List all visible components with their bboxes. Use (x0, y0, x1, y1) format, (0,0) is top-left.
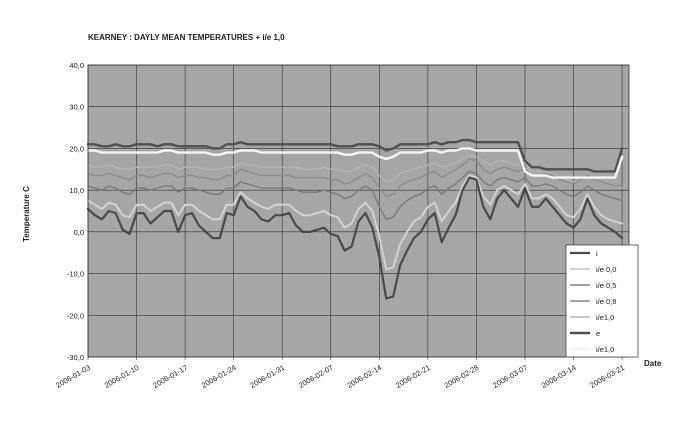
series-lines (86, 138, 624, 300)
series-line (86, 147, 624, 179)
y-tick-label: 20,0 (69, 144, 84, 153)
x-axis-label: Date (644, 359, 662, 368)
series-line (87, 170, 623, 221)
series-line (87, 153, 623, 189)
legend-label: i/e 0,5 (596, 281, 616, 290)
legend-label: i/e1,0 (596, 313, 614, 322)
legend-label: e (596, 329, 600, 338)
x-tick-label: 2006-01-24 (200, 363, 238, 390)
legend-label: i/e 0,0 (596, 265, 616, 274)
y-tick-label: -30,0 (67, 353, 84, 362)
y-tick-label: -10,0 (67, 270, 84, 279)
x-tick-label: 2006-01-17 (151, 363, 189, 390)
series-line (86, 138, 624, 173)
x-tick-label: 2006-02-21 (394, 363, 432, 390)
x-tick-label: 2006-01-10 (103, 363, 141, 390)
x-tick-label: 2006-03-07 (491, 363, 529, 390)
x-tick-label: 2006-02-14 (346, 363, 384, 390)
x-tick-label: 2006-03-14 (540, 363, 578, 390)
series-line (86, 176, 624, 300)
y-axis-ticks: 40,0 30,0 20,0 10,0 0,0 -10,0 -20,0 -30,0 (67, 61, 84, 362)
y-tick-label: 0,0 (74, 228, 84, 237)
legend-label: i (596, 249, 598, 258)
x-tick-label: 2006-01-03 (54, 363, 92, 390)
legend: i i/e 0,0 i/e 0,5 i/e 0,8 i/e1,0 e i/e1,0 (565, 244, 639, 358)
y-tick-label: 30,0 (69, 103, 84, 112)
plot-border (87, 64, 630, 358)
y-tick-label: -20,0 (67, 311, 84, 320)
y-tick-label: 10,0 (69, 186, 84, 195)
series-line (87, 174, 624, 271)
legend-label: i/e 0,8 (596, 297, 616, 306)
x-axis-ticks: 2006-01-03 2006-01-10 2006-01-17 2006-01-24… (54, 357, 626, 390)
y-tick-label: 40,0 (69, 61, 84, 70)
x-tick-label: 2006-02-28 (443, 363, 481, 390)
x-tick-label: 2006-01-31 (248, 363, 286, 390)
x-tick-label: 2006-02-07 (297, 363, 335, 390)
chart-title: KEARNEY : DAYLY MEAN TEMPERATURES + i/e … (88, 33, 285, 42)
x-tick-label: 2006-03-21 (588, 363, 626, 390)
legend-label: i/e1,0 (596, 345, 614, 354)
